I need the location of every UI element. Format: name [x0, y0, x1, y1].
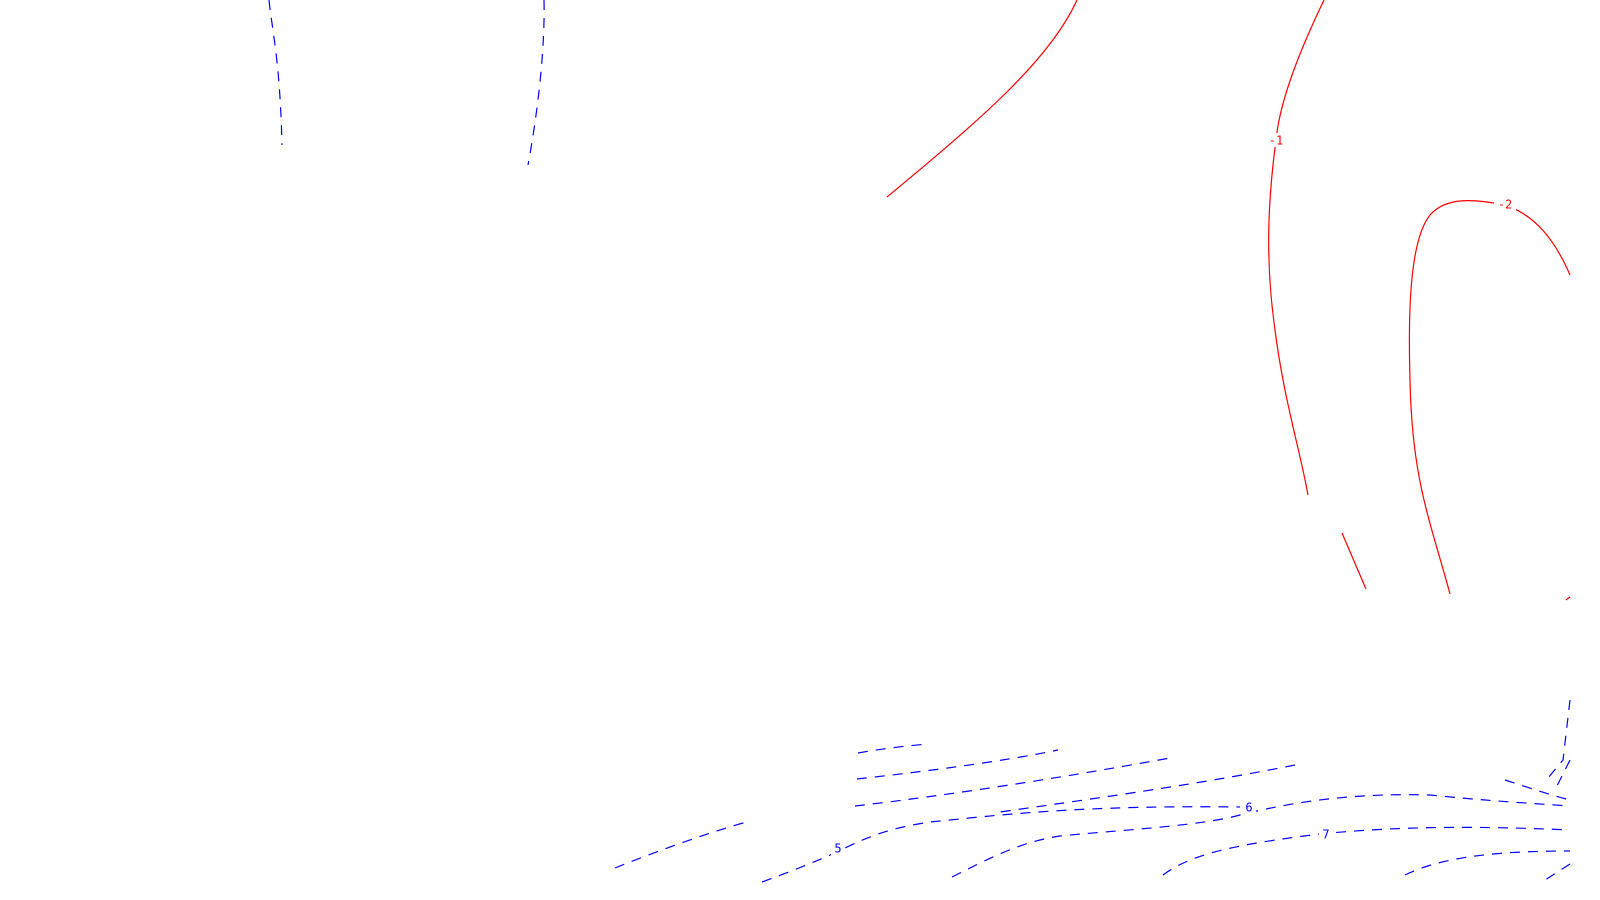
- contour-label-neg-2: -2: [1498, 198, 1512, 212]
- contour-line-positive-right-3: [1554, 759, 1571, 791]
- contour-label-pos-5: 5: [834, 842, 841, 856]
- contour-line-positive-top-middle: [527, 0, 545, 166]
- contour-line-positive-6: [951, 794, 1571, 878]
- contour-line-positive-c: [854, 757, 1171, 807]
- contour-line-positive-7: [1162, 826, 1571, 876]
- contour-line-positive-top-left: [268, 0, 283, 146]
- contour-line-positive-right-4: [1544, 863, 1571, 881]
- contour-line-positive-5-left: [614, 820, 751, 869]
- contour-line-positive-bottom-right: [1404, 850, 1571, 876]
- contour-line-positive-d: [999, 764, 1296, 813]
- contour-line-negative-2: [1408, 200, 1571, 595]
- contour-label-neg-1: -1: [1269, 134, 1283, 148]
- contour-line-positive-right-2: [1547, 699, 1571, 779]
- contour-line-negative-1-lower: [1341, 532, 1367, 590]
- contour-label-pos-7: 7: [1322, 828, 1329, 842]
- contour-line-positive-5: [761, 806, 1241, 883]
- contour-label-pos-6: 6: [1245, 801, 1252, 815]
- contour-line-negative-edge: [1565, 596, 1571, 601]
- contour-line-positive-b: [856, 749, 1059, 780]
- contour-line-negative-1: [1268, 0, 1325, 496]
- contour-line-positive-right-1: [1504, 779, 1571, 801]
- contour-line-negative: [886, 0, 1078, 198]
- contour-line-positive-a: [857, 743, 929, 754]
